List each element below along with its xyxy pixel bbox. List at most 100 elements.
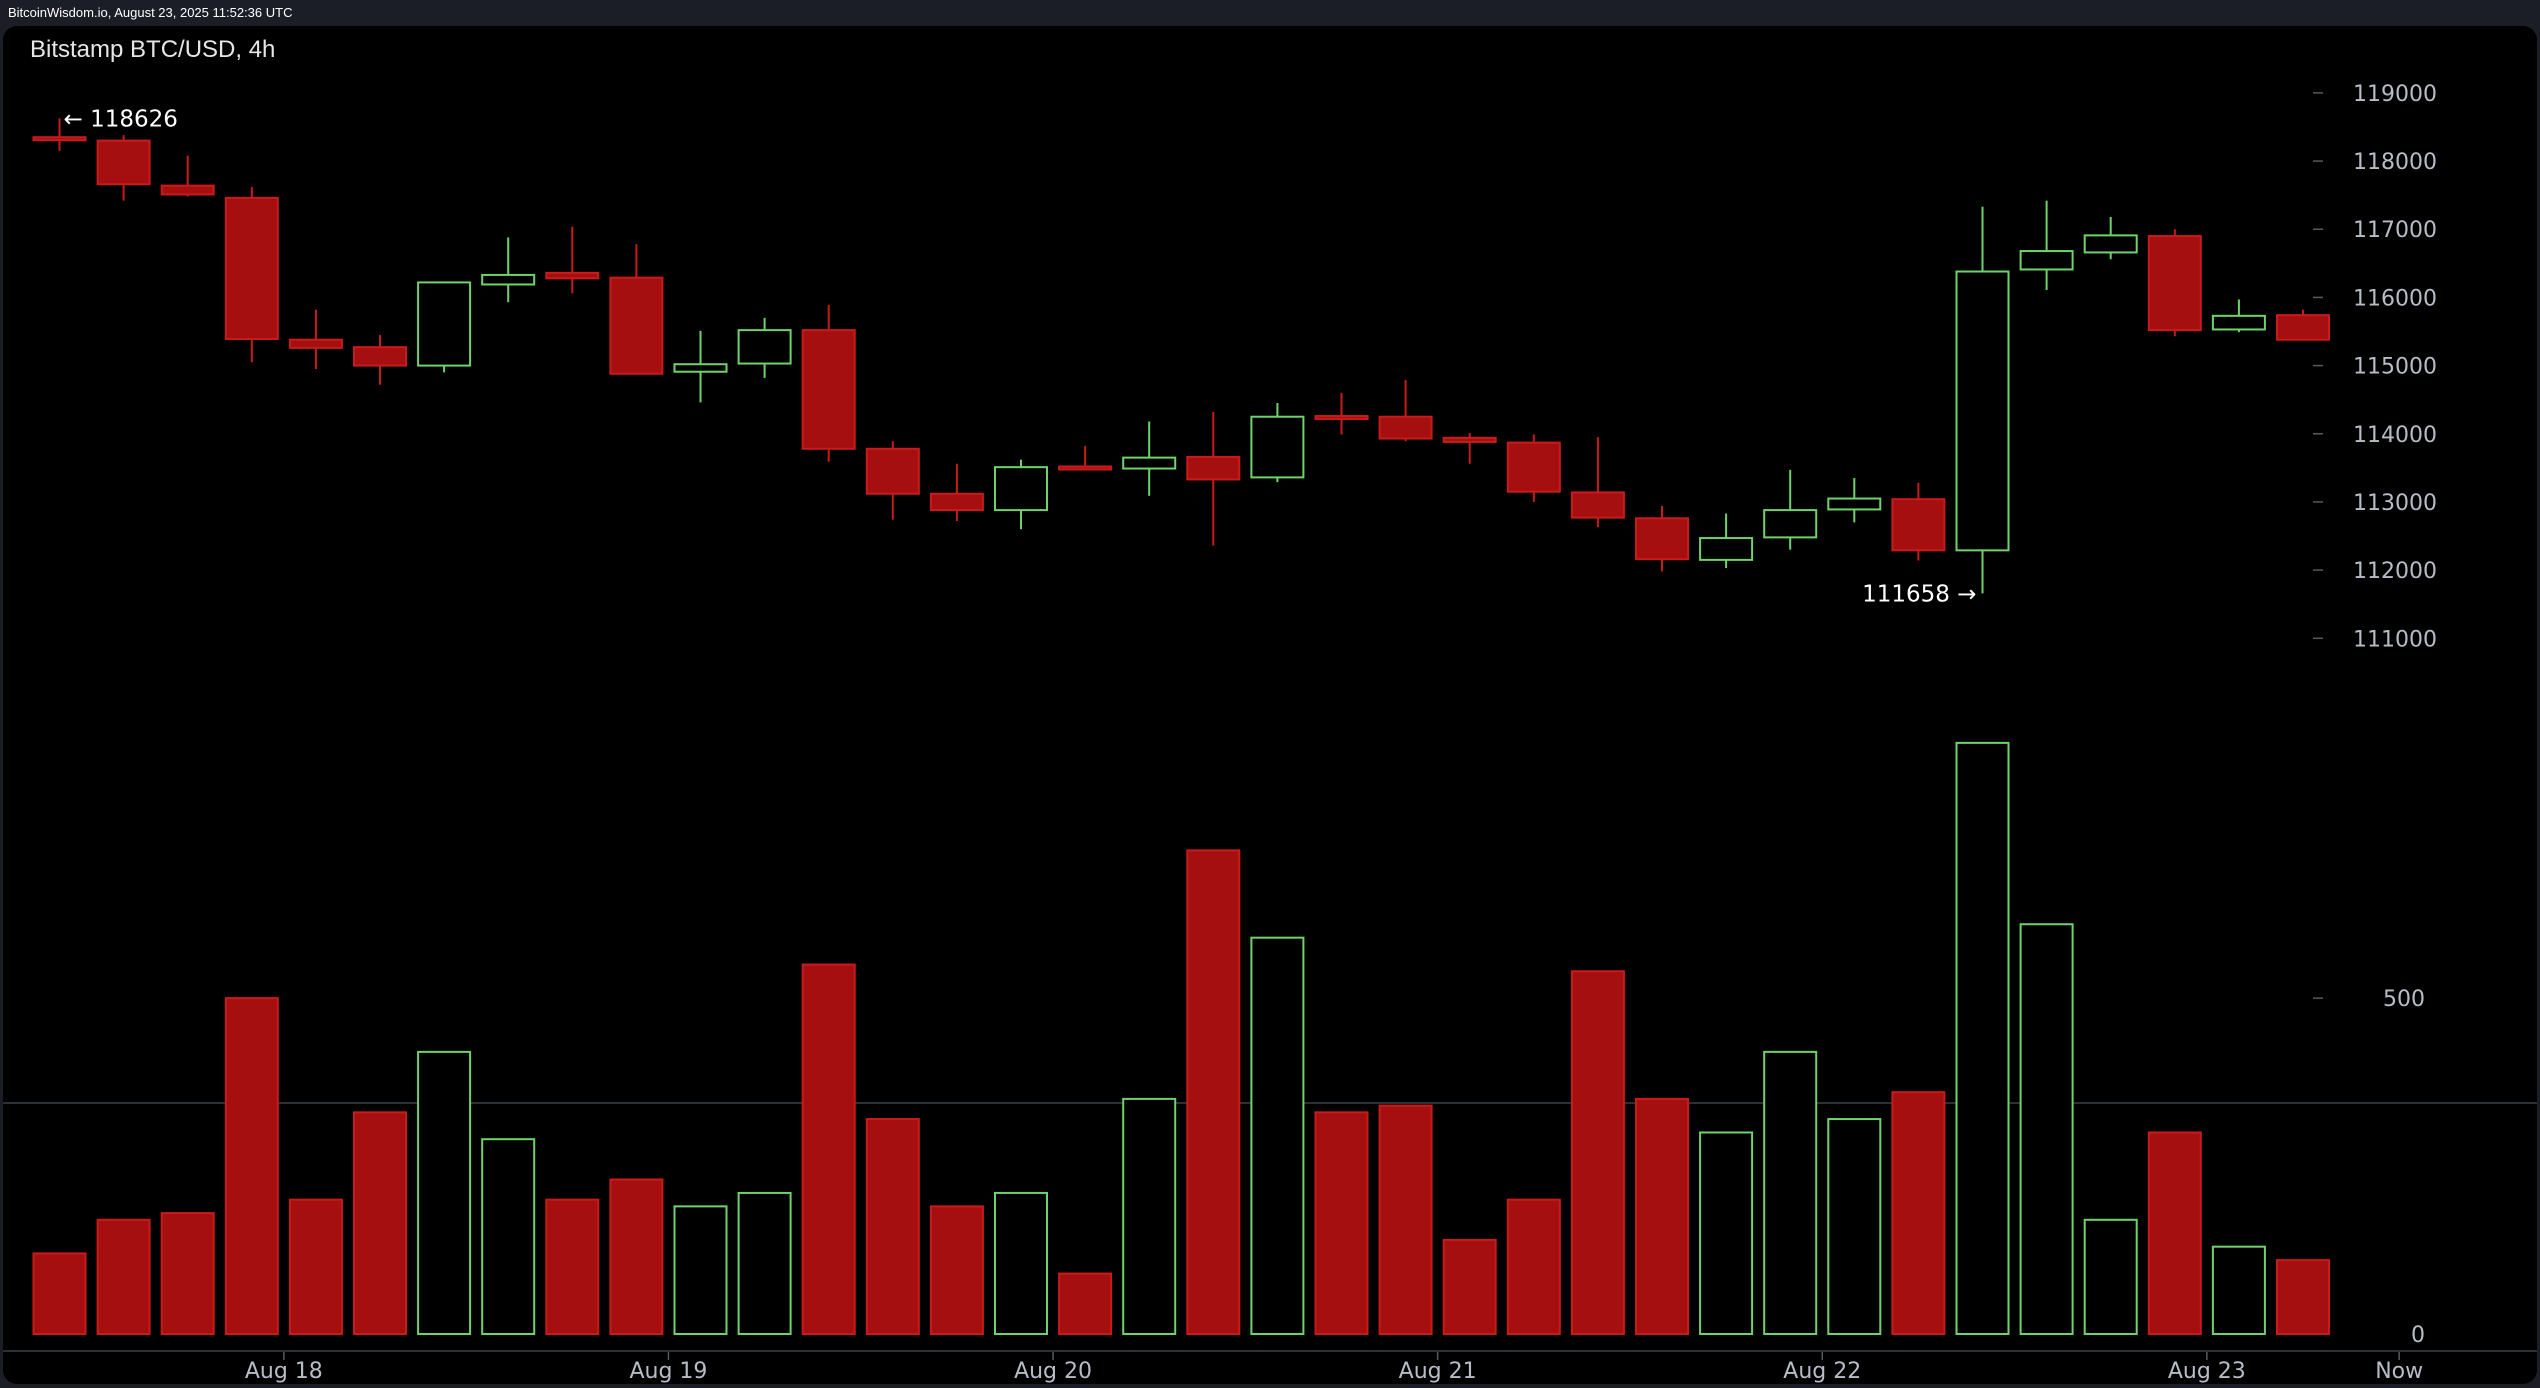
candle-body bbox=[609, 276, 664, 375]
candle-body bbox=[1955, 270, 2010, 552]
candle-body bbox=[673, 363, 728, 373]
volume-bar bbox=[32, 1252, 87, 1336]
candle bbox=[673, 330, 728, 403]
volume-bars bbox=[32, 741, 2330, 1336]
time-tick-label: Aug 18 bbox=[245, 1359, 323, 1384]
candle-body bbox=[1699, 537, 1754, 561]
volume-bar bbox=[737, 1191, 792, 1336]
volume-bar bbox=[1122, 1097, 1177, 1336]
candle-body bbox=[2083, 234, 2138, 254]
volume-bar bbox=[801, 963, 856, 1335]
volume-bar bbox=[1314, 1111, 1369, 1335]
candle-body bbox=[224, 196, 279, 341]
volume-bar bbox=[545, 1198, 600, 1336]
source-timestamp: BitcoinWisdom.io, August 23, 2025 11:52:… bbox=[8, 5, 293, 20]
candle bbox=[929, 463, 984, 522]
candlestick-chart[interactable]: 111000 112000 113000 114000 115000 116000 1170… bbox=[3, 26, 2537, 1384]
time-tick-label: Aug 20 bbox=[1014, 1359, 1092, 1384]
candle bbox=[994, 459, 1048, 530]
chart-title: Bitstamp BTC/USD, 4h bbox=[30, 36, 276, 63]
top-bar: BitcoinWisdom.io, August 23, 2025 11:52:… bbox=[0, 0, 2540, 26]
candle-body bbox=[2019, 250, 2074, 271]
time-tick-label: Aug 21 bbox=[1399, 1359, 1477, 1384]
price-tick-label: 113000 bbox=[2353, 491, 2437, 516]
candle-body bbox=[737, 329, 792, 365]
candle-body bbox=[96, 139, 151, 186]
candle bbox=[1186, 411, 1241, 546]
candle bbox=[224, 186, 279, 363]
candle bbox=[545, 226, 600, 294]
candle-body bbox=[353, 346, 407, 367]
candle-body bbox=[32, 136, 87, 142]
candle-body bbox=[481, 273, 536, 286]
volume-bar bbox=[1827, 1118, 1882, 1335]
candle-body bbox=[1186, 455, 1241, 481]
volume-bar bbox=[1955, 741, 2010, 1335]
candles bbox=[32, 118, 2330, 594]
time-tick-label: Aug 19 bbox=[629, 1359, 707, 1384]
volume-bar bbox=[1891, 1091, 1946, 1336]
candle bbox=[1122, 421, 1177, 496]
candle-body bbox=[1314, 415, 1369, 421]
candle bbox=[2019, 200, 2074, 290]
candle-body bbox=[1378, 415, 1433, 440]
candle bbox=[1827, 478, 1882, 523]
volume-bar bbox=[96, 1218, 151, 1335]
candle-body bbox=[1122, 456, 1177, 470]
volume-bar bbox=[160, 1212, 215, 1335]
volume-bar bbox=[609, 1178, 664, 1335]
candle bbox=[1058, 446, 1113, 471]
volume-bar bbox=[2211, 1245, 2266, 1336]
volume-bar bbox=[2147, 1131, 2202, 1336]
volume-bar bbox=[417, 1050, 472, 1335]
candle-body bbox=[994, 466, 1048, 512]
volume-bar bbox=[673, 1205, 728, 1335]
price-annotations: ← 118626 111658 → bbox=[64, 106, 1977, 607]
volume-bar bbox=[353, 1111, 407, 1335]
time-tick-label: Aug 23 bbox=[2168, 1359, 2246, 1384]
volume-bar bbox=[224, 997, 279, 1335]
volume-tick-label: 0 bbox=[2411, 1323, 2425, 1348]
volume-bar bbox=[2019, 923, 2074, 1335]
candle bbox=[96, 135, 151, 201]
chart-panel: Bitstamp BTC/USD, 4h 111000 112000 113000 1… bbox=[3, 26, 2537, 1384]
candle bbox=[1314, 392, 1369, 435]
candle bbox=[32, 118, 87, 151]
volume-bar bbox=[865, 1118, 920, 1335]
candle bbox=[801, 304, 856, 462]
candle-body bbox=[160, 184, 215, 196]
volume-bar bbox=[1506, 1198, 1561, 1336]
price-tick-label: 117000 bbox=[2353, 218, 2437, 243]
volume-bar bbox=[1635, 1097, 1689, 1336]
candle-body bbox=[1058, 465, 1113, 471]
volume-bar bbox=[481, 1138, 536, 1336]
candle-body bbox=[1827, 497, 1882, 511]
price-tick-label: 114000 bbox=[2353, 423, 2437, 448]
candle bbox=[160, 155, 215, 197]
price-tick-label: 118000 bbox=[2353, 150, 2437, 175]
price-tick-label: 115000 bbox=[2353, 355, 2437, 380]
candle-body bbox=[1506, 441, 1561, 493]
volume-bar bbox=[1250, 936, 1305, 1335]
candle-body bbox=[1891, 498, 1946, 552]
candle bbox=[481, 237, 536, 303]
candle-body bbox=[929, 492, 984, 512]
price-tick-label: 111000 bbox=[2353, 627, 2437, 652]
price-tick-label: 119000 bbox=[2353, 82, 2437, 107]
volume-bar bbox=[1699, 1131, 1754, 1336]
volume-bar bbox=[994, 1191, 1048, 1336]
candle bbox=[1955, 206, 2010, 594]
candle bbox=[2276, 309, 2330, 341]
candle-body bbox=[2147, 235, 2202, 332]
candle-body bbox=[1442, 436, 1497, 443]
candle bbox=[1699, 513, 1754, 569]
volume-bar bbox=[1570, 970, 1625, 1335]
candle bbox=[1442, 433, 1497, 464]
candle bbox=[1635, 506, 1689, 572]
volume-bar bbox=[929, 1205, 984, 1335]
candle-body bbox=[288, 338, 343, 349]
volume-bar bbox=[2276, 1259, 2330, 1335]
volume-bar bbox=[1378, 1104, 1433, 1335]
candle-body bbox=[1635, 517, 1689, 561]
candle bbox=[2147, 229, 2202, 337]
